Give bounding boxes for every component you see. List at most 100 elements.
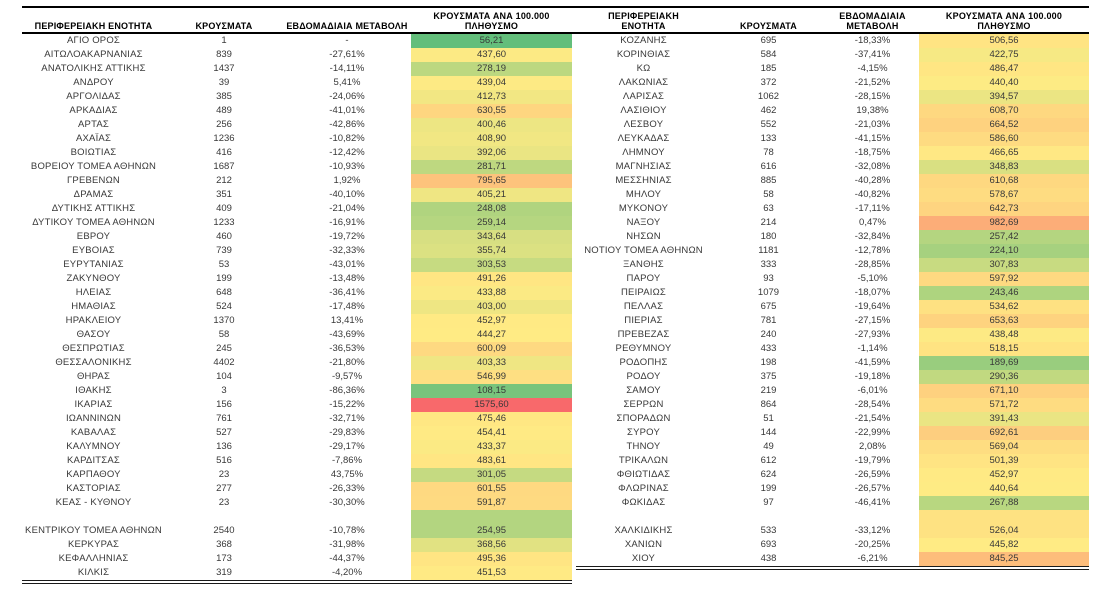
weekly-change: -12,78% xyxy=(854,245,891,256)
per-100k-value: 290,36 xyxy=(919,370,1089,384)
cases-value: 616 xyxy=(760,161,777,172)
right-table-header: ΠΕΡΙΦΕΡΕΙΑΚΗ ΕΝΟΤΗΤΑ ΚΡΟΥΣΜΑΤΑ ΕΒΔΟΜΑΔΙΑ… xyxy=(576,8,1089,32)
weekly-change: -10,78% xyxy=(329,525,365,536)
regional-cases-report: ΠΕΡΙΦΕΡΕΙΑΚΗ ΕΝΟΤΗΤΑ ΚΡΟΥΣΜΑΤΑ ΕΒΔΟΜΑΔΙΑ… xyxy=(22,6,1089,584)
weekly-change: -10,82% xyxy=(329,133,365,144)
weekly-change: -12,42% xyxy=(329,147,365,158)
cases-value: 49 xyxy=(763,441,774,452)
per-100k-value: 452,97 xyxy=(411,314,572,328)
table-header-band: ΠΕΡΙΦΕΡΕΙΑΚΗ ΕΝΟΤΗΤΑ ΚΡΟΥΣΜΑΤΑ ΕΒΔΟΜΑΔΙΑ… xyxy=(22,6,1089,34)
weekly-change: -26,59% xyxy=(854,469,891,480)
table-row: ΣΥΡΟΥ 144 -22,99% 692,61 xyxy=(576,426,1089,440)
cases-value: 584 xyxy=(760,49,777,60)
per-100k-value: 451,53 xyxy=(411,566,572,580)
cases-value: 58 xyxy=(763,189,774,200)
weekly-change: -27,93% xyxy=(854,329,891,340)
region-name: ΠΕΛΛΑΣ xyxy=(623,301,664,312)
cases-value: 489 xyxy=(216,105,232,116)
per-100k-value: 189,69 xyxy=(919,356,1089,370)
per-100k-value: 466,65 xyxy=(919,146,1089,160)
region-name: ΕΒΡΟΥ xyxy=(76,231,111,242)
weekly-change: -40,10% xyxy=(329,189,365,200)
table-row: ΣΑΜΟΥ 219 -6,01% 671,10 xyxy=(576,384,1089,398)
cases-value: 385 xyxy=(216,91,232,102)
per-100k-value: 348,83 xyxy=(919,160,1089,174)
table-row: ΑΡΓΟΛΙΔΑΣ 385 -24,06% 412,73 xyxy=(22,90,572,104)
per-100k-value: 982,69 xyxy=(919,216,1089,230)
per-100k-value: 439,04 xyxy=(411,76,572,90)
region-name: ΘΕΣΠΡΩΤΙΑΣ xyxy=(62,343,125,354)
region-name: ΚΕΦΑΛΛΗΝΙΑΣ xyxy=(58,553,129,564)
per-100k-value: 437,60 xyxy=(411,48,572,62)
cases-value: 527 xyxy=(216,427,232,438)
weekly-change: 1,92% xyxy=(333,175,361,186)
weekly-change: -19,64% xyxy=(854,301,891,312)
cases-value: 219 xyxy=(760,385,777,396)
region-name: ΙΘΑΚΗΣ xyxy=(75,385,112,396)
weekly-change: -21,52% xyxy=(854,77,891,88)
table-row: ΕΥΡΥΤΑΝΙΑΣ 53 -43,01% 303,53 xyxy=(22,258,572,272)
per-100k-value: 610,68 xyxy=(919,174,1089,188)
cases-value: 136 xyxy=(216,441,232,452)
per-100k-value: 534,62 xyxy=(919,300,1089,314)
per-100k-value: 608,70 xyxy=(919,104,1089,118)
region-name: ΚΕΡΚΥΡΑΣ xyxy=(67,539,120,550)
table-row: ΒΟΙΩΤΙΑΣ 416 -12,42% 392,06 xyxy=(22,146,572,160)
cases-value: 612 xyxy=(760,455,777,466)
weekly-change: -21,03% xyxy=(854,119,891,130)
region-name: ΚΕΝΤΡΙΚΟΥ ΤΟΜΕΑ ΑΘΗΝΩΝ xyxy=(25,525,162,536)
table-bodies: ΑΓΙΟ ΟΡΟΣ 1 - 56,21 ΑΙΤΩΛΟΑΚΑΡΝΑΝΙΑΣ 839 -27,6… xyxy=(22,34,1089,584)
per-100k-value: 630,55 xyxy=(411,104,572,118)
per-100k-value: 642,73 xyxy=(919,202,1089,216)
per-100k-value: 343,64 xyxy=(411,230,572,244)
cases-value: 240 xyxy=(760,329,777,340)
table-row: ΚΕΑΣ - ΚΥΘΝΟΥ 23 -30,30% 591,87 xyxy=(22,496,572,510)
cases-value: 23 xyxy=(218,497,230,508)
per-100k-value: 586,60 xyxy=(919,132,1089,146)
region-name xyxy=(22,510,165,524)
cases-value: 351 xyxy=(216,189,232,200)
weekly-change: 2,08% xyxy=(859,441,886,452)
table-row: ΛΑΣΙΘΙΟΥ 462 19,38% 608,70 xyxy=(576,104,1089,118)
table-row: ΚΟΡΙΝΘΙΑΣ 584 -37,41% 422,75 xyxy=(576,48,1089,62)
region-name: ΑΝΔΡΟΥ xyxy=(73,77,114,88)
per-100k-value: 692,61 xyxy=(919,426,1089,440)
weekly-change: -21,80% xyxy=(329,357,365,368)
per-100k-value: 267,88 xyxy=(919,496,1089,510)
region-name: ΛΗΜΝΟΥ xyxy=(622,147,665,158)
per-100k-value: 368,56 xyxy=(411,538,572,552)
table-row: ΒΟΡΕΙΟΥ ΤΟΜΕΑ ΑΘΗΝΩΝ 1687 -10,93% 281,71 xyxy=(22,160,572,174)
region-name: ΒΟΡΕΙΟΥ ΤΟΜΕΑ ΑΘΗΝΩΝ xyxy=(30,161,157,172)
per-100k-value: 391,43 xyxy=(919,412,1089,426)
table-row: ΣΕΡΡΩΝ 864 -28,54% 571,72 xyxy=(576,398,1089,412)
spacer-row xyxy=(22,510,572,524)
table-row: ΦΩΚΙΔΑΣ 97 -46,41% 267,88 xyxy=(576,496,1089,510)
region-name: ΔΥΤΙΚΟΥ ΤΟΜΕΑ ΑΘΗΝΩΝ xyxy=(32,217,155,228)
region-name: ΛΑΡΙΣΑΣ xyxy=(622,91,665,102)
table-row: ΝΑΞΟΥ 214 0,47% 982,69 xyxy=(576,216,1089,230)
weekly-change: -10,93% xyxy=(329,161,365,172)
region-name: ΝΑΞΟΥ xyxy=(626,217,661,228)
table-row: ΦΘΙΩΤΙΔΑΣ 624 -26,59% 452,97 xyxy=(576,468,1089,482)
region-name: ΖΑΚΥΝΘΟΥ xyxy=(66,273,121,284)
table-row: ΘΕΣΠΡΩΤΙΑΣ 245 -36,53% 600,09 xyxy=(22,342,572,356)
cases-value: 333 xyxy=(760,259,777,270)
cases-value: 1687 xyxy=(213,161,235,172)
weekly-change: -17,48% xyxy=(329,301,365,312)
weekly-change: -28,54% xyxy=(854,399,891,410)
weekly-change: -20,25% xyxy=(854,539,891,550)
per-100k-value: 440,64 xyxy=(919,482,1089,496)
region-name: ΔΡΑΜΑΣ xyxy=(73,189,114,200)
table-row: ΤΗΝΟΥ 49 2,08% 569,04 xyxy=(576,440,1089,454)
table-row: ΚΕΡΚΥΡΑΣ 368 -31,98% 368,56 xyxy=(22,538,572,552)
table-row: ΛΕΣΒΟΥ 552 -21,03% 664,52 xyxy=(576,118,1089,132)
weekly-change: -6,21% xyxy=(857,553,888,564)
weekly-change: -4,20% xyxy=(331,567,363,578)
region-name: ΣΕΡΡΩΝ xyxy=(623,399,664,410)
cases-value: 438 xyxy=(760,553,777,564)
per-100k-value: 518,15 xyxy=(919,342,1089,356)
cases-value: 2540 xyxy=(213,525,235,536)
col-header-per-100k: ΚΡΟΥΣΜΑΤΑ ΑΝΑ 100.000 ΠΛΗΘΥΣΜΟ xyxy=(433,11,550,31)
per-100k-value: 1575,60 xyxy=(411,398,572,412)
weekly-change: -40,28% xyxy=(854,175,891,186)
